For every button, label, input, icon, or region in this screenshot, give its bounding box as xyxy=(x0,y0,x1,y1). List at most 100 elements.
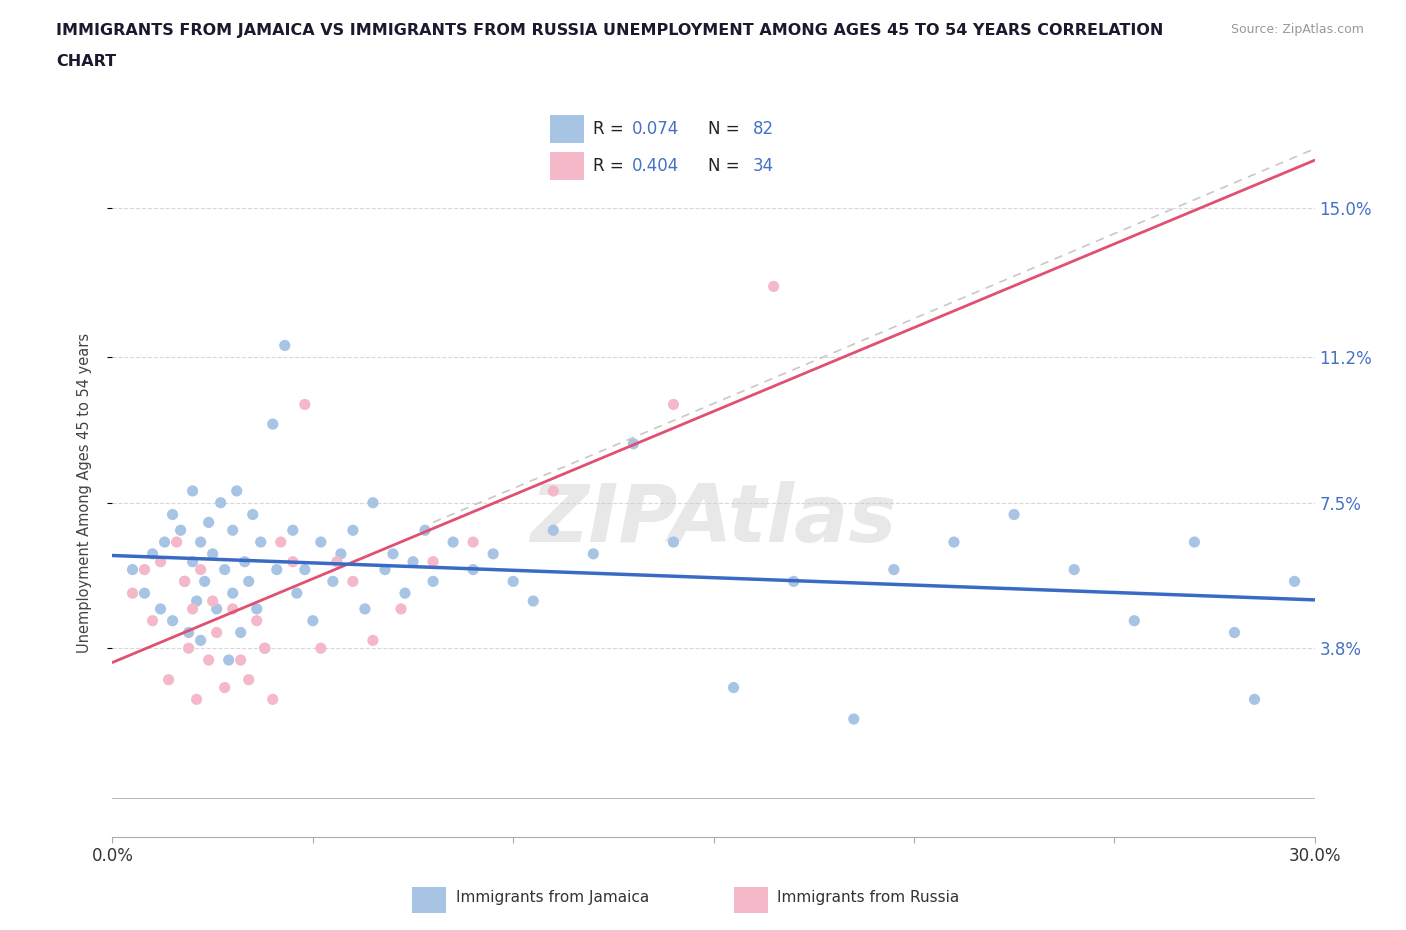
Point xyxy=(522,593,544,608)
Point xyxy=(482,547,505,562)
Point xyxy=(190,535,212,550)
Point xyxy=(1223,625,1246,640)
Point xyxy=(201,593,224,608)
Point xyxy=(302,613,325,628)
Point xyxy=(662,397,685,412)
Point xyxy=(177,625,200,640)
Point xyxy=(190,562,212,577)
Point xyxy=(326,554,349,569)
Point xyxy=(214,562,236,577)
Point xyxy=(543,484,565,498)
Text: ZIPAtlas: ZIPAtlas xyxy=(530,482,897,560)
Point xyxy=(181,602,204,617)
Point xyxy=(242,507,264,522)
FancyBboxPatch shape xyxy=(550,115,583,142)
Point xyxy=(382,547,405,562)
Point xyxy=(229,625,252,640)
Point xyxy=(285,586,308,601)
Point xyxy=(361,633,384,648)
Point xyxy=(274,338,297,352)
Text: 0.074: 0.074 xyxy=(633,120,679,138)
Point xyxy=(394,586,416,601)
Text: R =: R = xyxy=(593,120,628,138)
Point xyxy=(153,535,176,550)
Point xyxy=(238,672,260,687)
Point xyxy=(1284,574,1306,589)
Point xyxy=(281,523,304,538)
FancyBboxPatch shape xyxy=(412,886,446,912)
Text: 82: 82 xyxy=(754,120,775,138)
Point xyxy=(141,547,163,562)
Text: CHART: CHART xyxy=(56,54,117,69)
Point xyxy=(723,680,745,695)
Point xyxy=(253,641,276,656)
Point xyxy=(461,535,484,550)
Point xyxy=(181,554,204,569)
Point xyxy=(342,574,364,589)
Point xyxy=(329,547,352,562)
Point xyxy=(166,535,188,550)
Point xyxy=(225,484,247,498)
Point xyxy=(762,279,785,294)
Point xyxy=(249,535,271,550)
Point xyxy=(1184,535,1206,550)
Point xyxy=(134,586,156,601)
Point xyxy=(262,692,284,707)
Point xyxy=(266,562,288,577)
Text: N =: N = xyxy=(707,120,744,138)
Text: Source: ZipAtlas.com: Source: ZipAtlas.com xyxy=(1230,23,1364,36)
Point xyxy=(883,562,905,577)
Point xyxy=(1243,692,1265,707)
Text: IMMIGRANTS FROM JAMAICA VS IMMIGRANTS FROM RUSSIA UNEMPLOYMENT AMONG AGES 45 TO : IMMIGRANTS FROM JAMAICA VS IMMIGRANTS FR… xyxy=(56,23,1164,38)
Point xyxy=(205,602,228,617)
Point xyxy=(214,680,236,695)
Point xyxy=(413,523,436,538)
Point xyxy=(361,496,384,511)
Text: Immigrants from Russia: Immigrants from Russia xyxy=(778,890,959,906)
Point xyxy=(121,562,143,577)
Y-axis label: Unemployment Among Ages 45 to 54 years: Unemployment Among Ages 45 to 54 years xyxy=(77,333,91,653)
Point xyxy=(342,523,364,538)
Point xyxy=(190,633,212,648)
Point xyxy=(149,554,172,569)
Point xyxy=(246,613,269,628)
Point xyxy=(262,417,284,432)
Point xyxy=(422,554,444,569)
Point xyxy=(253,641,276,656)
Point xyxy=(582,547,605,562)
Point xyxy=(543,523,565,538)
Point xyxy=(222,523,245,538)
Point xyxy=(121,586,143,601)
Text: R =: R = xyxy=(593,157,628,175)
Point xyxy=(222,586,245,601)
Point xyxy=(162,507,184,522)
Point xyxy=(422,574,444,589)
Point xyxy=(186,593,208,608)
Point xyxy=(238,574,260,589)
Point xyxy=(169,523,191,538)
Point xyxy=(173,574,195,589)
Point xyxy=(461,562,484,577)
Point xyxy=(309,535,332,550)
Point xyxy=(281,554,304,569)
Point xyxy=(502,574,524,589)
Point xyxy=(1002,507,1025,522)
Point xyxy=(1063,562,1085,577)
Point xyxy=(942,535,965,550)
Text: 0.404: 0.404 xyxy=(633,157,679,175)
Point xyxy=(134,562,156,577)
Point xyxy=(229,653,252,668)
Point xyxy=(621,436,644,451)
Point xyxy=(162,613,184,628)
Point xyxy=(173,574,195,589)
Point xyxy=(1123,613,1146,628)
Point xyxy=(309,641,332,656)
Point xyxy=(197,653,219,668)
Point xyxy=(186,692,208,707)
Point xyxy=(374,562,396,577)
Point xyxy=(197,515,219,530)
Point xyxy=(209,496,232,511)
Point xyxy=(389,602,412,617)
Point xyxy=(782,574,804,589)
Point xyxy=(270,535,292,550)
